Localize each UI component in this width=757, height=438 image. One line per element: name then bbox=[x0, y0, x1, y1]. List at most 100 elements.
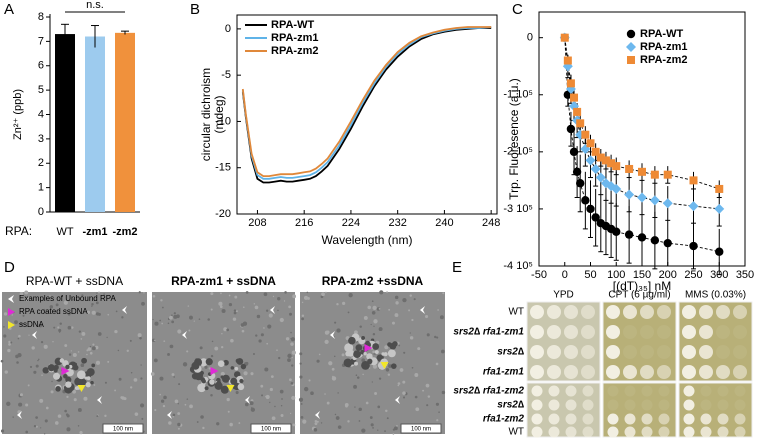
em-noise bbox=[326, 330, 330, 334]
panel-letter: E bbox=[452, 259, 462, 276]
em-noise bbox=[378, 377, 382, 380]
em-noise bbox=[173, 314, 178, 319]
em-noise bbox=[328, 361, 333, 366]
yeast-spot bbox=[683, 426, 695, 438]
em-noise bbox=[232, 317, 237, 321]
em-noise bbox=[253, 303, 256, 305]
em-noise bbox=[291, 356, 293, 359]
em-noise bbox=[234, 295, 238, 299]
em-noise bbox=[290, 381, 294, 385]
bar bbox=[85, 36, 105, 212]
yeast-spot bbox=[683, 399, 695, 411]
y-axis-label: circular dichroism bbox=[199, 68, 213, 161]
marker bbox=[601, 156, 610, 165]
em-noise bbox=[19, 393, 23, 397]
y-tick-label: -1 10⁵ bbox=[503, 89, 533, 101]
em-noise bbox=[233, 311, 237, 315]
em-noise bbox=[200, 415, 204, 419]
em-noise bbox=[370, 423, 374, 427]
em-noise bbox=[96, 292, 98, 294]
em-noise bbox=[186, 350, 189, 353]
em-noise bbox=[334, 321, 337, 324]
em-noise bbox=[95, 312, 100, 316]
y-tick-label: -10 bbox=[215, 115, 231, 127]
em-noise bbox=[31, 346, 35, 350]
scale-bar-box bbox=[102, 423, 144, 434]
em-noise bbox=[104, 414, 107, 418]
em-noise bbox=[435, 362, 439, 366]
em-noise bbox=[93, 384, 96, 386]
strain-label: srs2∆ bbox=[497, 400, 524, 411]
em-noise bbox=[303, 295, 309, 300]
em-noise bbox=[266, 342, 269, 345]
em-noise bbox=[359, 325, 362, 328]
em-noise bbox=[252, 352, 255, 356]
em-noise bbox=[283, 300, 286, 302]
yeast-spot bbox=[623, 345, 637, 359]
em-noise bbox=[118, 377, 122, 381]
panel-letter: D bbox=[4, 259, 15, 276]
em-noise bbox=[285, 337, 290, 341]
em-noise bbox=[25, 430, 29, 434]
marker bbox=[581, 130, 590, 139]
em-noise bbox=[376, 307, 381, 311]
yeast-spot bbox=[607, 426, 619, 438]
em-noise bbox=[163, 395, 167, 400]
em-noise bbox=[335, 416, 340, 420]
marker bbox=[566, 124, 576, 134]
em-noise bbox=[45, 406, 49, 410]
em-noise bbox=[35, 425, 38, 428]
em-noise bbox=[298, 397, 304, 402]
em-noise bbox=[318, 353, 321, 356]
yeast-spot bbox=[683, 413, 695, 425]
marker bbox=[566, 79, 575, 88]
em-noise bbox=[19, 292, 24, 296]
em-noise bbox=[300, 403, 303, 405]
protein-complex bbox=[65, 381, 72, 388]
legend-label: RPA-zm1 bbox=[640, 41, 687, 53]
protein-complex bbox=[223, 359, 229, 366]
em-noise bbox=[91, 310, 96, 315]
em-noise bbox=[97, 332, 102, 336]
em-noise bbox=[326, 401, 330, 405]
yeast-spot bbox=[734, 413, 746, 425]
em-noise bbox=[15, 354, 19, 359]
em-noise bbox=[288, 305, 292, 309]
protein-complex bbox=[68, 364, 73, 369]
protein-complex bbox=[209, 379, 215, 385]
protein-complex bbox=[345, 351, 351, 357]
em-noise bbox=[167, 322, 170, 325]
marker bbox=[715, 184, 724, 193]
yeast-spot bbox=[733, 305, 747, 319]
em-noise bbox=[442, 292, 445, 295]
em-noise bbox=[168, 421, 172, 425]
bar bbox=[55, 34, 75, 212]
marker bbox=[626, 29, 636, 39]
em-noise bbox=[244, 402, 249, 407]
yeast-spot bbox=[699, 325, 713, 339]
em-noise bbox=[0, 359, 4, 363]
yeast-spot bbox=[640, 305, 654, 319]
em-noise bbox=[434, 335, 437, 339]
em-noise bbox=[378, 308, 381, 310]
em-noise bbox=[379, 290, 384, 295]
yeast-spot bbox=[531, 399, 543, 411]
em-noise bbox=[117, 349, 120, 352]
y-tick-label: 1 bbox=[38, 182, 44, 194]
em-noise bbox=[377, 405, 381, 409]
em-noise bbox=[107, 313, 110, 316]
em-noise bbox=[18, 402, 23, 407]
em-noise bbox=[265, 395, 267, 398]
marker bbox=[572, 167, 582, 177]
em-noise bbox=[208, 367, 211, 370]
em-noise bbox=[278, 356, 281, 360]
em-noise bbox=[129, 386, 133, 389]
em-noise bbox=[414, 373, 419, 377]
em-noise bbox=[10, 341, 13, 344]
em-noise bbox=[11, 314, 13, 316]
category-label: -zm2 bbox=[112, 226, 137, 238]
em-noise bbox=[140, 377, 143, 380]
em-noise bbox=[397, 384, 400, 387]
em-noise bbox=[44, 419, 48, 423]
em-noise bbox=[384, 345, 389, 350]
